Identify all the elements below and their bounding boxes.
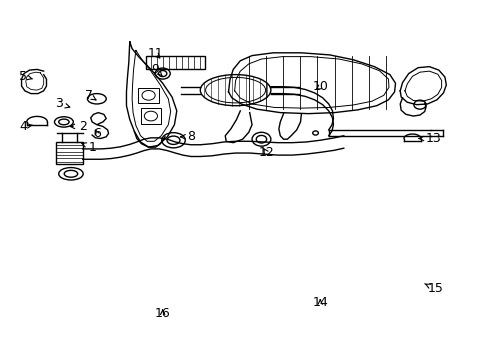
Text: 10: 10	[312, 80, 328, 93]
Text: 13: 13	[419, 132, 441, 145]
Bar	[56, 142, 83, 165]
Text: 5: 5	[19, 70, 32, 83]
Text: 12: 12	[258, 146, 274, 159]
Text: 7: 7	[85, 89, 96, 102]
Bar	[138, 88, 159, 103]
Text: 8: 8	[181, 130, 195, 143]
Text: 14: 14	[313, 296, 328, 309]
Text: 16: 16	[155, 307, 171, 320]
Text: 15: 15	[425, 282, 443, 295]
Text: 1: 1	[82, 141, 96, 154]
Bar	[146, 55, 205, 69]
Text: 6: 6	[93, 127, 101, 140]
Text: 4: 4	[19, 120, 32, 133]
Text: 3: 3	[55, 98, 70, 111]
Text: 9: 9	[152, 63, 162, 76]
Text: 2: 2	[70, 120, 87, 133]
Bar	[141, 108, 161, 124]
Text: 11: 11	[148, 48, 164, 60]
